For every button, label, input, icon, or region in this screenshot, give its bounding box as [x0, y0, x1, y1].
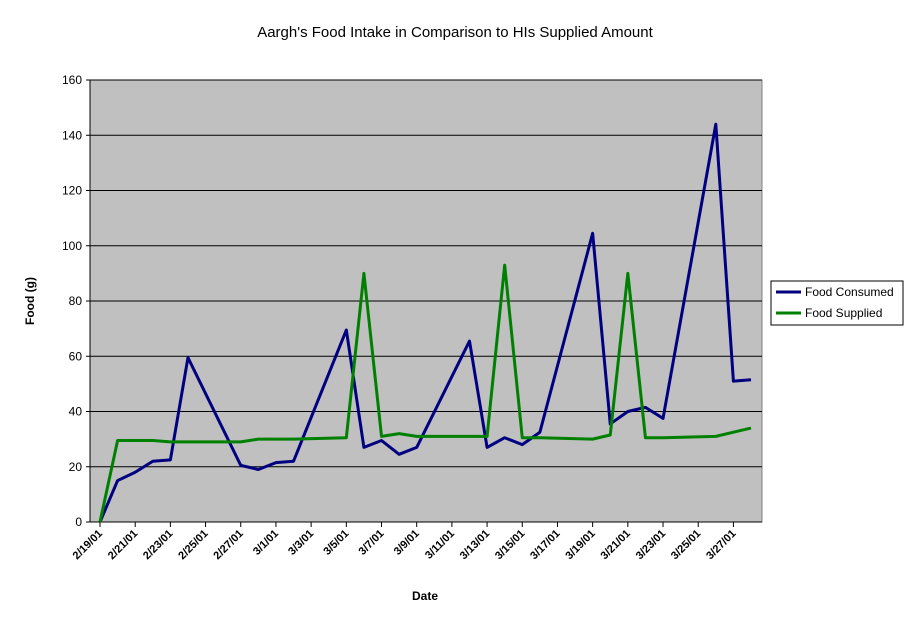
x-tick-label: 2/19/01	[71, 528, 105, 562]
y-tick-label: 120	[62, 184, 82, 198]
chart-title: Aargh's Food Intake in Comparison to HIs…	[257, 24, 653, 41]
x-tick-label: 3/17/01	[528, 528, 562, 562]
legend-label: Food Supplied	[805, 306, 882, 320]
x-tick-label: 3/25/01	[669, 528, 703, 562]
x-tick-label: 3/15/01	[493, 528, 527, 562]
x-tick-label: 3/11/01	[423, 528, 457, 562]
x-tick-label: 3/21/01	[599, 528, 633, 562]
x-tick-label: 3/13/01	[458, 528, 492, 562]
y-tick-label: 100	[62, 239, 82, 253]
legend-box	[770, 280, 904, 326]
x-tick-label: 3/7/01	[357, 528, 387, 558]
x-tick-label: 3/5/01	[321, 528, 351, 558]
y-tick-label: 0	[75, 515, 82, 529]
y-tick-label: 40	[69, 405, 83, 419]
x-axis-label: Date	[412, 589, 438, 603]
series-line	[98, 263, 752, 523]
x-tick-label: 3/9/01	[392, 528, 422, 558]
x-tick-label: 3/3/01	[286, 528, 316, 558]
y-tick-label: 80	[69, 294, 83, 308]
y-tick-label: 140	[62, 128, 82, 142]
y-tick-label: 160	[62, 73, 82, 87]
y-tick-label: 20	[69, 460, 83, 474]
y-axis-label: Food (g)	[23, 277, 37, 325]
x-tick-label: 2/27/01	[211, 528, 245, 562]
legend-label: Food Consumed	[805, 285, 894, 299]
x-tick-label: 2/23/01	[141, 528, 175, 562]
x-tick-label: 3/1/01	[251, 528, 281, 558]
x-tick-label: 3/27/01	[704, 528, 738, 562]
x-tick-label: 3/23/01	[634, 528, 668, 562]
series-line	[98, 122, 752, 523]
x-tick-label: 3/19/01	[563, 528, 597, 562]
x-tick-label: 2/25/01	[176, 528, 210, 562]
y-tick-label: 60	[69, 349, 83, 363]
x-tick-label: 2/21/01	[106, 528, 140, 562]
